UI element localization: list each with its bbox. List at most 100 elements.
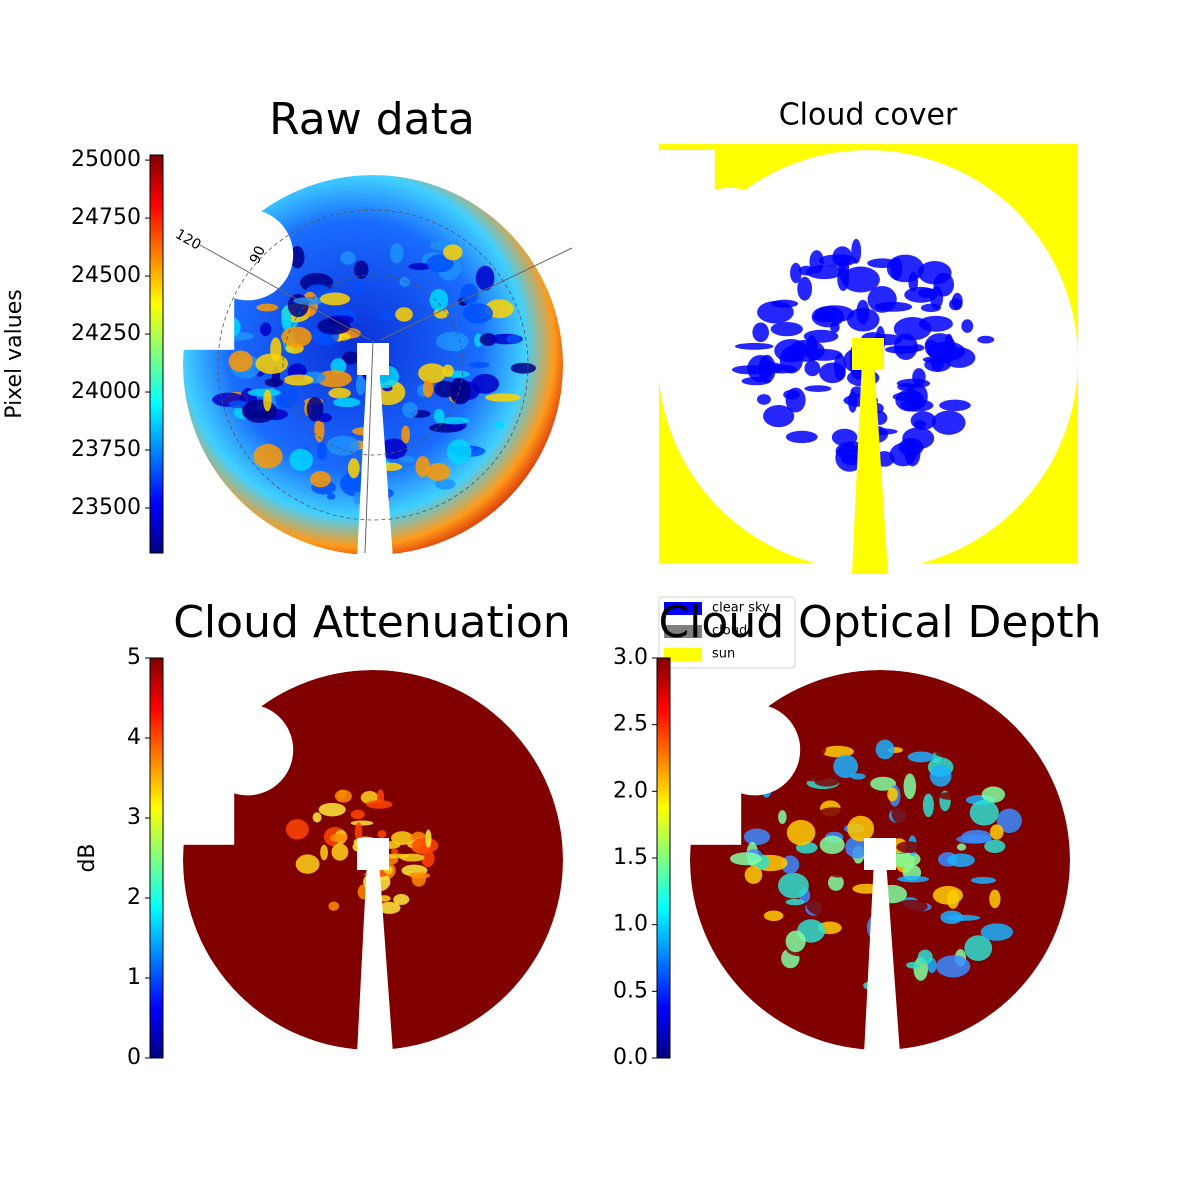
texture xyxy=(920,303,941,313)
texture xyxy=(382,853,410,859)
texture xyxy=(391,831,414,846)
texture xyxy=(935,955,971,978)
texture xyxy=(274,384,298,409)
polar-grid xyxy=(282,274,464,456)
texture xyxy=(316,370,352,388)
texture xyxy=(435,478,456,490)
texture xyxy=(259,322,272,337)
texture xyxy=(485,393,521,402)
texture xyxy=(797,276,813,301)
colorbar-tick-label: 24250 xyxy=(71,321,141,346)
texture xyxy=(934,741,947,757)
texture xyxy=(421,850,435,868)
texture xyxy=(925,339,938,351)
texture xyxy=(846,307,880,332)
colorbar-tick-label: 0 xyxy=(127,1045,141,1070)
mask-mast xyxy=(852,360,888,574)
texture xyxy=(295,854,320,874)
texture xyxy=(917,949,933,965)
texture xyxy=(841,266,880,293)
texture xyxy=(895,899,928,914)
texture xyxy=(931,410,966,435)
colorbar-tick-label: 4 xyxy=(127,725,141,750)
chart-title: Cloud cover xyxy=(779,98,958,133)
texture xyxy=(449,377,468,404)
texture xyxy=(426,463,451,481)
polar-label: 90 xyxy=(247,244,269,267)
texture xyxy=(355,374,366,396)
texture xyxy=(889,442,917,467)
mask-left xyxy=(688,670,742,845)
texture xyxy=(777,872,809,899)
mask-square xyxy=(852,338,884,370)
texture xyxy=(829,936,841,943)
chart-title: Cloud Optical Depth xyxy=(658,597,1101,648)
colorbar xyxy=(149,154,164,554)
colorbar-tick-label: 24500 xyxy=(71,263,141,288)
texture xyxy=(752,322,769,343)
texture xyxy=(281,305,292,332)
texture xyxy=(828,874,844,891)
texture xyxy=(442,364,454,377)
texture xyxy=(785,430,818,444)
texture xyxy=(355,280,364,297)
mask-mast xyxy=(357,365,393,559)
texture xyxy=(293,296,325,305)
texture xyxy=(989,824,1004,840)
texture xyxy=(1008,844,1031,863)
texture xyxy=(790,262,802,284)
texture xyxy=(796,773,828,782)
texture xyxy=(337,789,347,800)
colorbar xyxy=(656,657,671,1059)
legend-label: cloud xyxy=(712,624,747,639)
texture xyxy=(228,350,253,372)
texture xyxy=(319,292,351,306)
texture xyxy=(434,380,457,398)
texture xyxy=(932,885,963,905)
texture xyxy=(944,333,954,360)
texture xyxy=(377,830,387,839)
texture xyxy=(330,358,347,375)
texture xyxy=(804,385,832,392)
texture xyxy=(354,822,363,842)
texture xyxy=(961,829,992,844)
texture xyxy=(870,776,897,791)
texture xyxy=(402,402,418,418)
polar-axis xyxy=(199,244,371,341)
texture xyxy=(389,242,404,264)
legend-swatch xyxy=(664,602,702,615)
colorbar-label: dB xyxy=(75,843,100,872)
texture xyxy=(317,317,351,335)
texture xyxy=(312,812,322,823)
texture xyxy=(903,773,917,800)
texture xyxy=(264,377,284,387)
legend-label: sun xyxy=(712,647,735,662)
texture xyxy=(886,254,924,283)
texture xyxy=(350,820,374,826)
mask-mast xyxy=(864,860,900,1054)
texture xyxy=(743,828,771,846)
mask-square xyxy=(357,838,389,870)
texture xyxy=(771,299,799,308)
texture xyxy=(290,245,305,269)
texture xyxy=(429,288,449,311)
texture xyxy=(376,789,385,805)
colorbar-tick-label: 25000 xyxy=(71,147,141,172)
texture xyxy=(347,458,360,479)
texture xyxy=(310,471,331,488)
texture xyxy=(443,244,463,261)
texture xyxy=(330,833,348,843)
colorbar xyxy=(149,657,164,1059)
texture xyxy=(253,444,283,469)
colorbar-tick-label: 23750 xyxy=(71,437,141,462)
mask-left xyxy=(656,150,715,344)
texture xyxy=(366,800,393,809)
texture xyxy=(340,251,356,265)
texture xyxy=(395,307,413,322)
texture xyxy=(843,901,855,918)
texture xyxy=(906,961,921,969)
texture xyxy=(984,839,1006,853)
texture xyxy=(896,841,922,853)
texture xyxy=(263,389,272,412)
texture xyxy=(805,264,843,280)
